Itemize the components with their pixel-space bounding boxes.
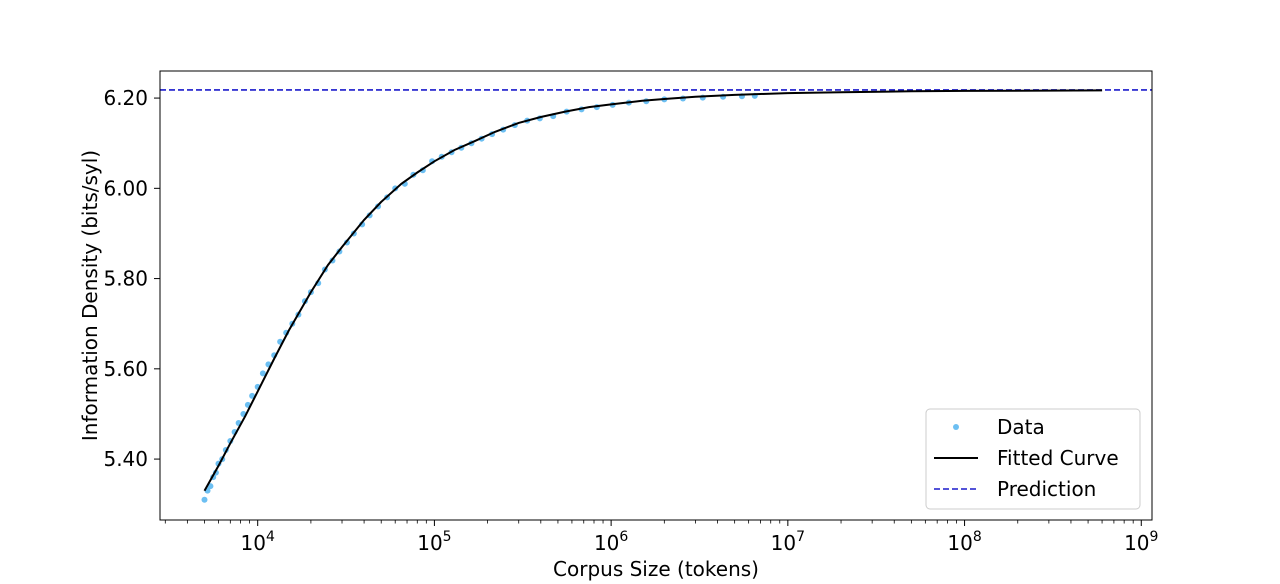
y-tick-label: 5.40 bbox=[103, 447, 148, 471]
plot-frame bbox=[159, 70, 1153, 521]
data-point bbox=[201, 496, 208, 503]
y-axis-label: Information Density (bits/syl) bbox=[78, 150, 102, 441]
x-tick-label: 108 bbox=[947, 529, 981, 555]
legend-box bbox=[925, 408, 1141, 510]
x-axis-label: Corpus Size (tokens) bbox=[553, 557, 759, 581]
x-tick-label: 107 bbox=[771, 529, 805, 555]
x-tick-label: 105 bbox=[417, 529, 451, 555]
fitted-curve-layer bbox=[203, 89, 1103, 492]
y-axis-ticks: 5.40 5.60 5.80 6.00 6.20 bbox=[103, 86, 160, 471]
legend-label: Prediction bbox=[997, 477, 1096, 501]
y-tick-label: 6.00 bbox=[103, 176, 148, 200]
data-point bbox=[259, 370, 266, 377]
y-tick-label: 6.20 bbox=[103, 86, 148, 110]
x-tick-label: 104 bbox=[241, 529, 275, 555]
x-tick-label: 106 bbox=[594, 529, 628, 555]
legend-swatch-data bbox=[953, 424, 959, 430]
legend-label: Data bbox=[997, 415, 1045, 439]
y-tick-label: 5.80 bbox=[103, 267, 148, 291]
x-axis-ticks: 104 105 106 107 108 109 bbox=[164, 520, 1158, 555]
fitted-curve bbox=[203, 89, 1103, 492]
x-tick-label: 109 bbox=[1124, 529, 1158, 555]
y-tick-label: 5.60 bbox=[103, 357, 148, 381]
legend: Data Fitted Curve Prediction bbox=[925, 408, 1141, 510]
legend-label: Fitted Curve bbox=[997, 446, 1119, 470]
